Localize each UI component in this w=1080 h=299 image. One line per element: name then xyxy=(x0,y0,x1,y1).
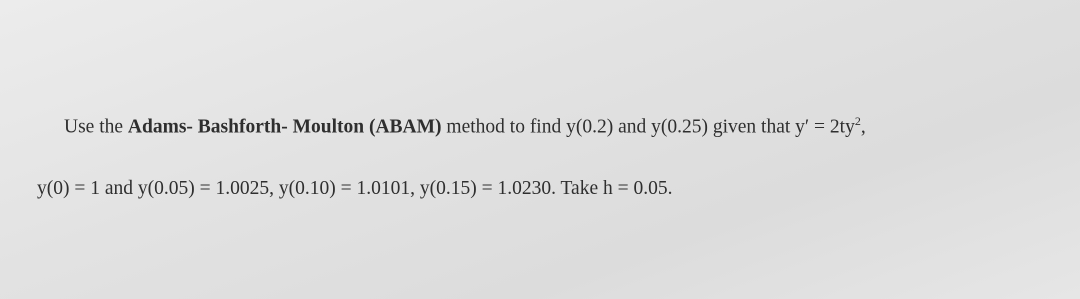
problem-line: Use the Adams- Bashforth- Moulton (ABAM)… xyxy=(64,114,866,139)
exponent: 2 xyxy=(854,114,861,128)
text: y(0) = 1 and y(0.05) = 1.0025, y(0.10) =… xyxy=(37,178,673,199)
method-name: Adams- Bashforth- Moulton (ABAM) xyxy=(127,116,442,138)
text: method to find y(0.2) and y(0.25) given … xyxy=(441,116,855,138)
text: Use the xyxy=(64,116,128,138)
text: , xyxy=(860,116,866,138)
problem-line: y(0) = 1 and y(0.05) = 1.0025, y(0.10) =… xyxy=(37,178,672,200)
